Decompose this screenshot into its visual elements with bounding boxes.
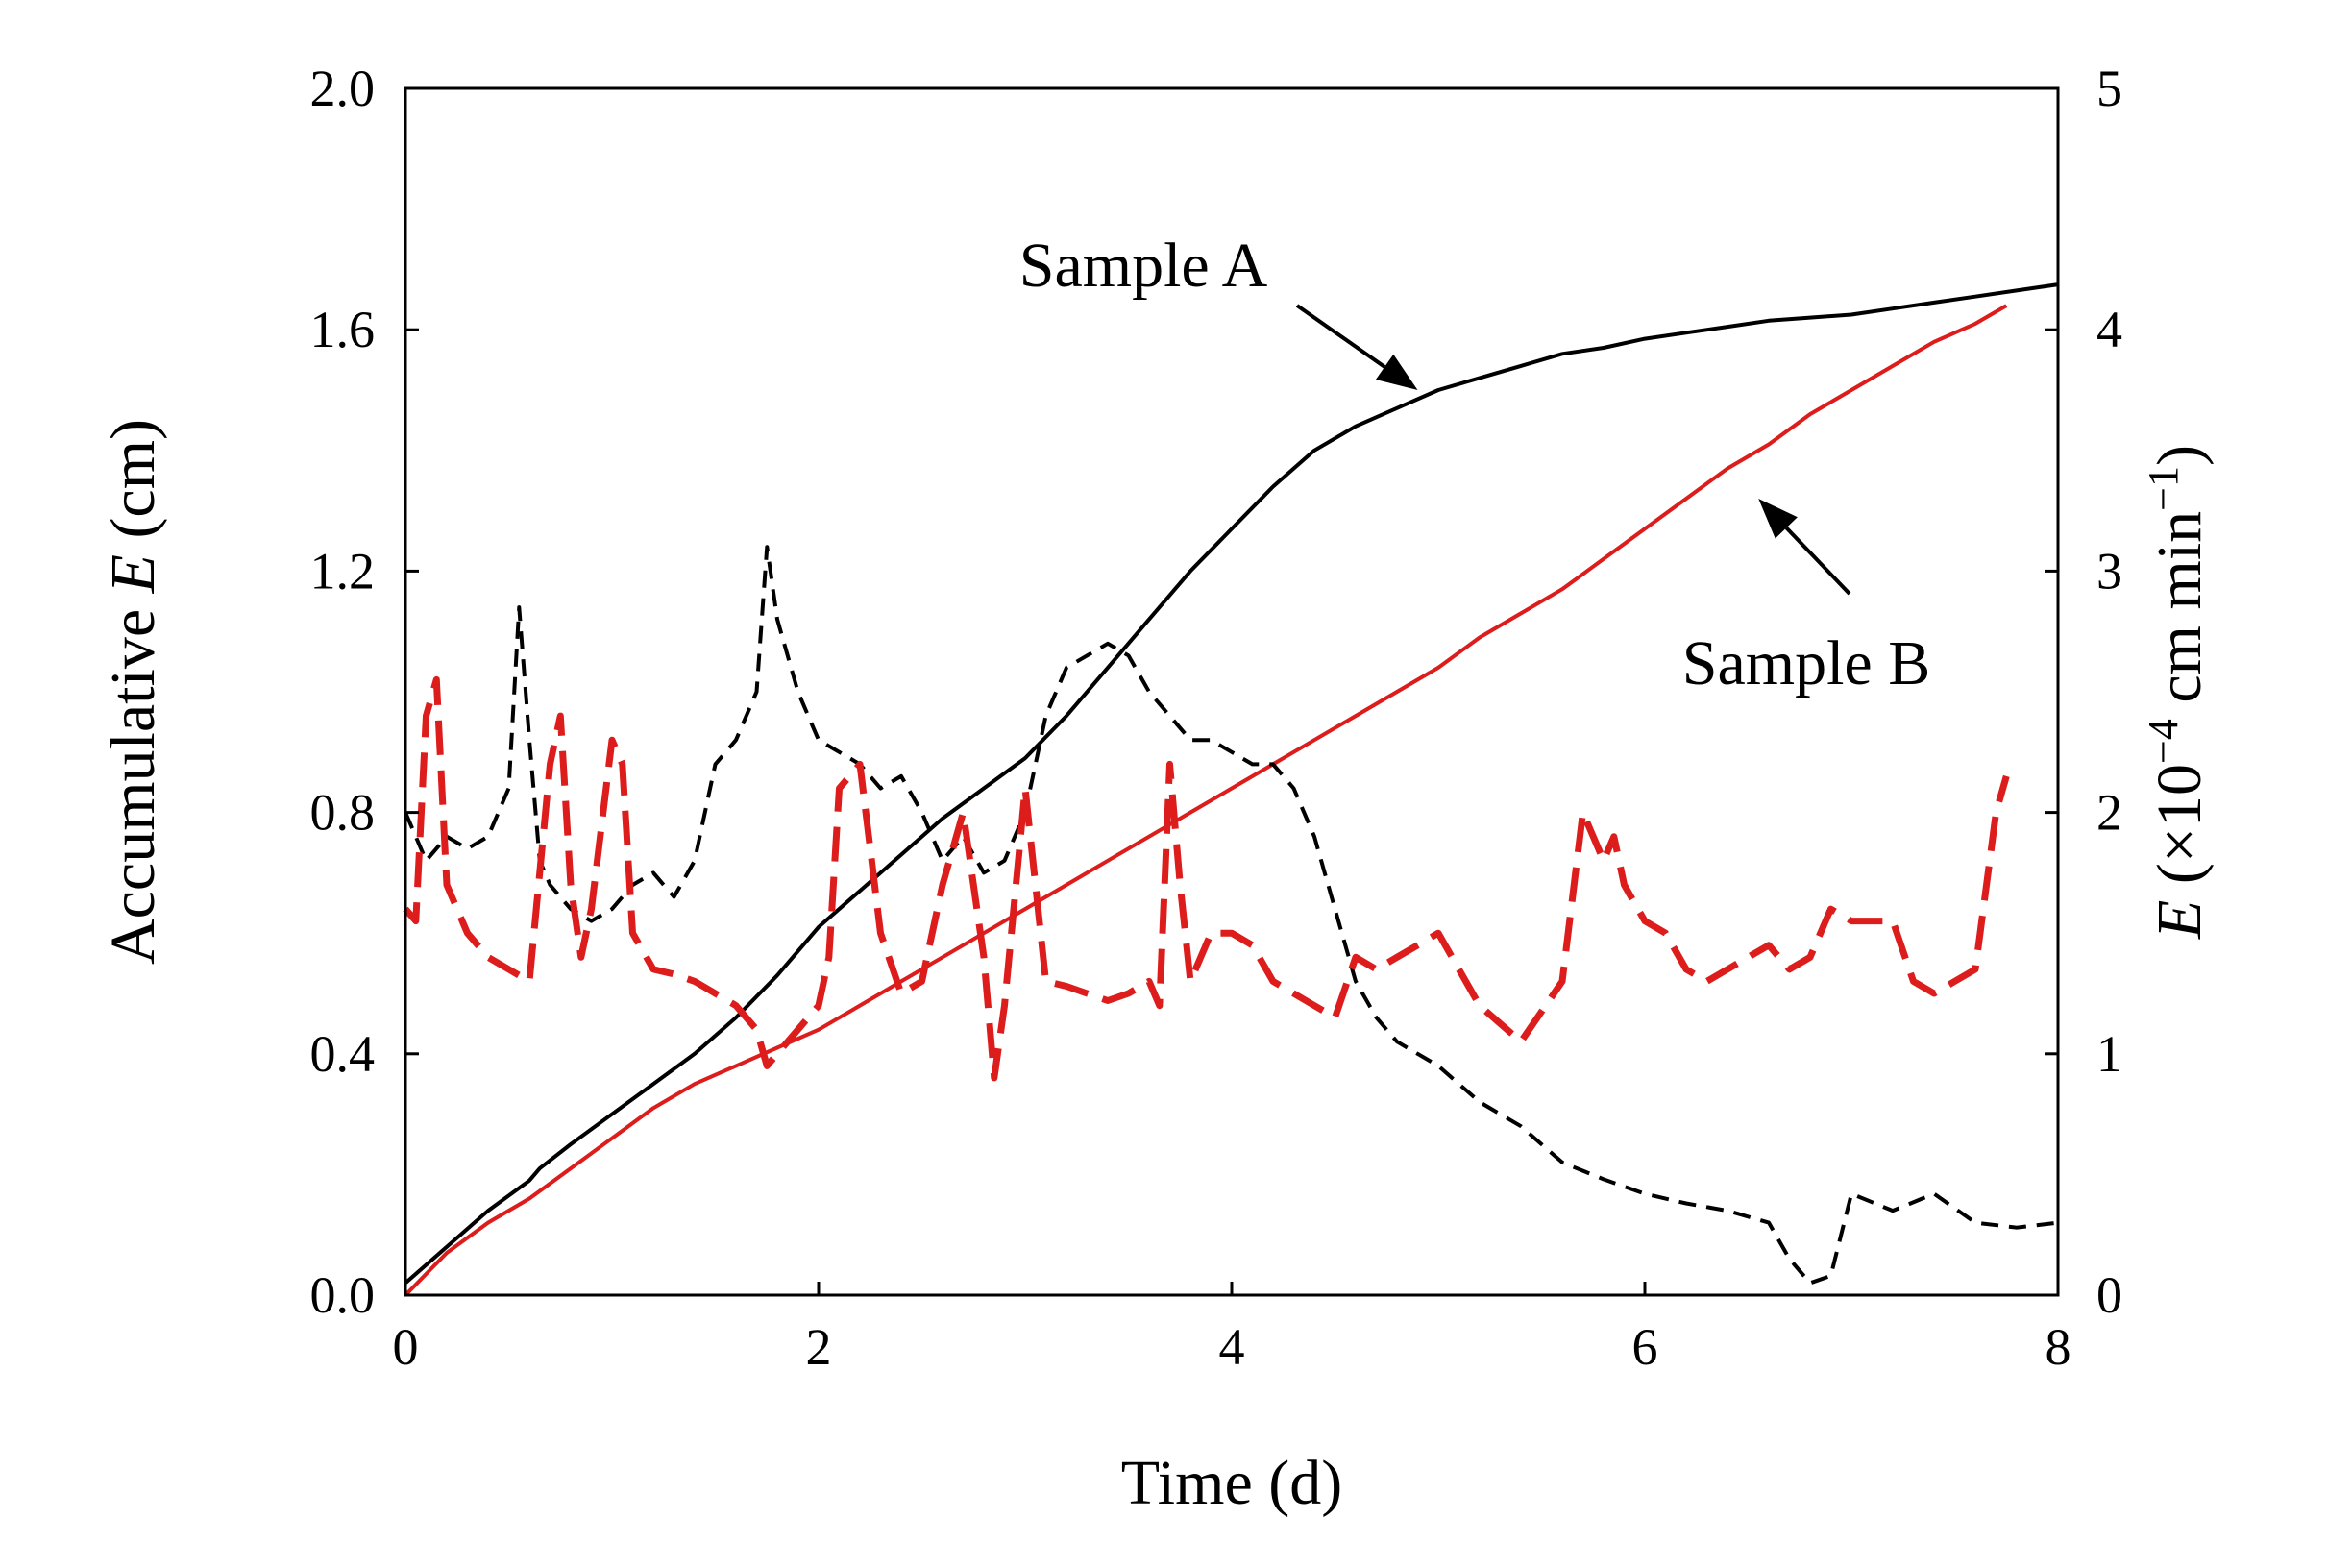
y-right-tick-label: 5 [2096, 60, 2122, 117]
y-left-tick-label: 1.2 [310, 542, 376, 600]
annotation-arrow-head [1758, 499, 1798, 539]
y-left-tick-label: 2.0 [310, 60, 376, 117]
y-axis-right-title-symbol: E [2144, 900, 2215, 940]
x-tick-label: 2 [806, 1318, 832, 1376]
y-axis-left-title-symbol: E [98, 554, 168, 594]
annotation-label: Sample B [1682, 628, 1931, 698]
annotation-arrow-line [1784, 526, 1851, 596]
x-tick-label: 0 [393, 1318, 419, 1376]
data-series-group [403, 282, 2059, 1297]
y-axis-left-title-suffix: (cm) [98, 419, 168, 554]
y-right-tick-label: 4 [2096, 301, 2122, 358]
annotation-arrow-head [1375, 354, 1418, 390]
y-axis-right-title-open: (×10 [2144, 764, 2215, 900]
annotation-arrow-line [1295, 304, 1386, 369]
annotations-group: Sample A Sample B [1019, 231, 1931, 698]
annotation-label: Sample A [1019, 231, 1268, 301]
y-left-tick-label: 0.8 [310, 784, 376, 842]
x-tick-label: 6 [1632, 1318, 1658, 1376]
tick-marks-group [404, 86, 2060, 1297]
y-left-tick-label: 1.6 [310, 301, 376, 358]
y-axis-left-title-prefix: Accumulative [98, 593, 168, 965]
y-axis-left-title: Accumulative E (cm) [98, 419, 168, 965]
y-axis-right-title: E (×10−4 cm min−1) [2140, 445, 2216, 940]
series-line-sample-b-accumulative-e [404, 304, 2008, 1297]
y-left-tick-label: 0.0 [310, 1266, 376, 1324]
y-right-tick-label: 2 [2096, 784, 2122, 842]
y-axis-right-title-unit-exponent: −1 [2140, 466, 2187, 511]
y-axis-right-title-exponent: −4 [2140, 719, 2187, 764]
y-right-tick-label: 1 [2096, 1025, 2122, 1083]
x-axis-title: Time (d) [1121, 1448, 1342, 1518]
y-right-tick-label: 3 [2096, 542, 2122, 600]
y-axis-right-title-close: ) [2144, 445, 2215, 466]
y-axis-right-title-unit: cm min [2144, 511, 2215, 719]
tick-labels-group: 0 2 4 6 8 0.0 0.4 0.8 1.2 1.6 2.0 0 1 2 3 4 5 [310, 60, 2123, 1376]
x-tick-label: 4 [1219, 1318, 1245, 1376]
y-right-tick-label: 0 [2096, 1266, 2122, 1324]
series-line-sample-b-e-rate [403, 675, 2010, 1082]
x-tick-label: 8 [2046, 1318, 2071, 1376]
y-left-tick-label: 0.4 [310, 1025, 376, 1083]
series-line-sample-a-accumulative-e [404, 282, 2059, 1285]
series-line-sample-a-e-rate [404, 545, 2059, 1286]
